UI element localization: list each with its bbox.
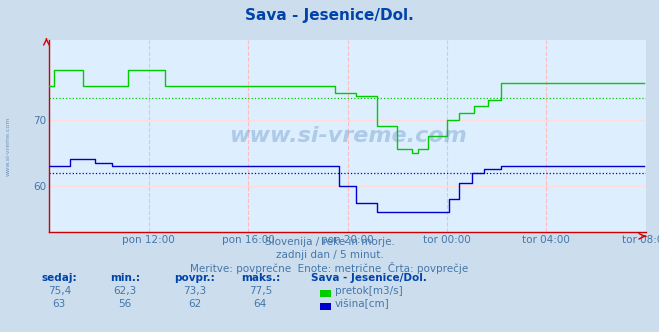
Text: www.si-vreme.com: www.si-vreme.com: [229, 126, 467, 146]
Text: 75,4: 75,4: [47, 286, 71, 296]
Text: maks.:: maks.:: [241, 273, 280, 283]
Text: 63: 63: [53, 299, 66, 309]
Text: 77,5: 77,5: [248, 286, 272, 296]
Text: pretok[m3/s]: pretok[m3/s]: [335, 286, 403, 296]
Text: 73,3: 73,3: [183, 286, 206, 296]
Text: 64: 64: [254, 299, 267, 309]
Text: 56: 56: [119, 299, 132, 309]
Text: Meritve: povprečne  Enote: metrične  Črta: povprečje: Meritve: povprečne Enote: metrične Črta:…: [190, 262, 469, 274]
Text: 62: 62: [188, 299, 201, 309]
Text: višina[cm]: višina[cm]: [335, 299, 389, 309]
Text: povpr.:: povpr.:: [174, 273, 215, 283]
Text: sedaj:: sedaj:: [42, 273, 77, 283]
Text: Sava - Jesenice/Dol.: Sava - Jesenice/Dol.: [245, 8, 414, 23]
Text: min.:: min.:: [110, 273, 140, 283]
Text: Slovenija / reke in morje.: Slovenija / reke in morje.: [264, 237, 395, 247]
Text: Sava - Jesenice/Dol.: Sava - Jesenice/Dol.: [311, 273, 427, 283]
Text: zadnji dan / 5 minut.: zadnji dan / 5 minut.: [275, 250, 384, 260]
Text: 62,3: 62,3: [113, 286, 137, 296]
Text: www.si-vreme.com: www.si-vreme.com: [5, 116, 11, 176]
